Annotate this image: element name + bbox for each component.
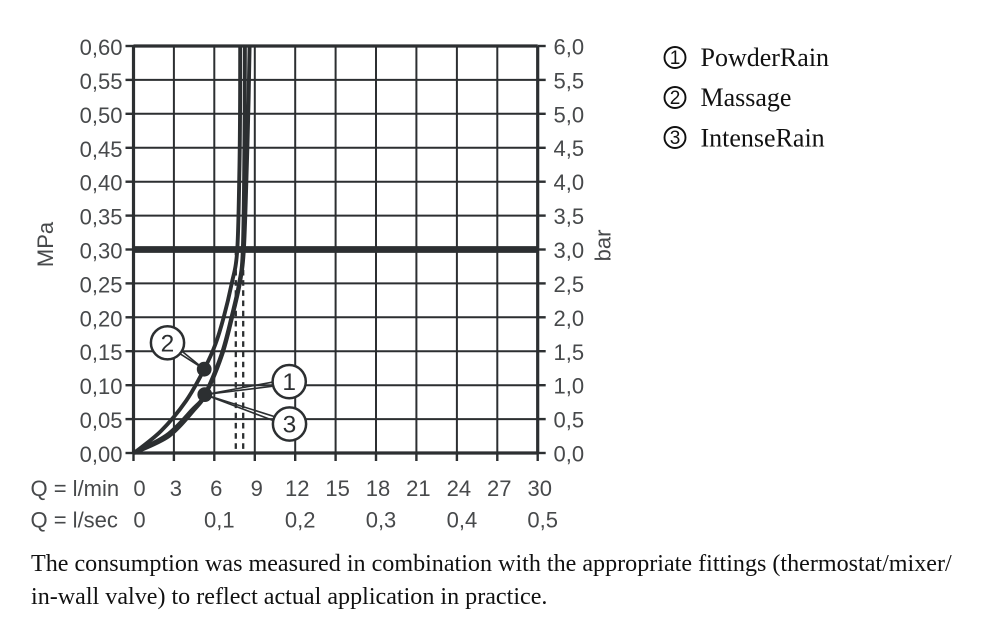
- svg-text:0: 0: [133, 476, 145, 501]
- svg-text:0,15: 0,15: [80, 340, 123, 365]
- svg-text:15: 15: [325, 476, 349, 501]
- svg-text:6,0: 6,0: [554, 35, 585, 60]
- svg-text:9: 9: [251, 476, 263, 501]
- svg-text:0,60: 0,60: [80, 35, 123, 60]
- svg-text:3: 3: [283, 412, 297, 439]
- svg-text:3: 3: [670, 128, 681, 149]
- svg-text:0,00: 0,00: [80, 442, 123, 467]
- svg-text:0: 0: [133, 508, 145, 533]
- svg-text:Massage: Massage: [701, 83, 792, 112]
- svg-text:3: 3: [170, 476, 182, 501]
- svg-text:0,0: 0,0: [554, 442, 585, 467]
- svg-text:2: 2: [670, 88, 681, 109]
- svg-text:0,10: 0,10: [80, 374, 123, 399]
- svg-text:6: 6: [210, 476, 222, 501]
- svg-text:2: 2: [161, 330, 175, 357]
- svg-text:0,1: 0,1: [204, 508, 235, 533]
- svg-text:Q = l/sec: Q = l/sec: [31, 508, 118, 533]
- svg-text:0,55: 0,55: [80, 69, 123, 94]
- svg-text:1,5: 1,5: [554, 340, 585, 365]
- svg-text:1,0: 1,0: [554, 374, 585, 399]
- svg-text:18: 18: [366, 476, 390, 501]
- svg-text:4,5: 4,5: [554, 136, 585, 161]
- svg-text:0,3: 0,3: [366, 508, 397, 533]
- svg-text:24: 24: [447, 476, 471, 501]
- svg-text:IntenseRain: IntenseRain: [701, 123, 825, 152]
- svg-text:3,5: 3,5: [554, 204, 585, 229]
- svg-text:2,5: 2,5: [554, 272, 585, 297]
- svg-text:0,40: 0,40: [80, 171, 123, 196]
- svg-text:1: 1: [282, 369, 296, 396]
- svg-text:Q = l/min: Q = l/min: [31, 476, 120, 501]
- svg-text:30: 30: [527, 476, 551, 501]
- svg-text:3,0: 3,0: [554, 238, 585, 263]
- svg-text:12: 12: [285, 476, 309, 501]
- svg-text:0,5: 0,5: [554, 408, 585, 433]
- svg-text:0,20: 0,20: [80, 306, 123, 331]
- svg-text:bar: bar: [591, 230, 616, 262]
- svg-text:5,5: 5,5: [554, 68, 585, 93]
- svg-text:0,30: 0,30: [80, 239, 123, 264]
- svg-text:0,50: 0,50: [80, 103, 123, 128]
- svg-text:MPa: MPa: [33, 221, 58, 267]
- svg-text:0,05: 0,05: [80, 408, 123, 433]
- svg-text:27: 27: [487, 476, 511, 501]
- svg-text:1: 1: [670, 48, 681, 69]
- svg-text:4,0: 4,0: [554, 170, 585, 195]
- svg-text:0,25: 0,25: [80, 272, 123, 297]
- svg-text:0,45: 0,45: [80, 137, 123, 162]
- svg-text:0,5: 0,5: [527, 508, 558, 533]
- svg-text:5,0: 5,0: [554, 102, 585, 127]
- svg-text:0,35: 0,35: [80, 205, 123, 230]
- svg-text:0,4: 0,4: [447, 508, 478, 533]
- svg-text:PowderRain: PowderRain: [701, 43, 830, 72]
- svg-text:21: 21: [406, 476, 430, 501]
- svg-text:2,0: 2,0: [554, 306, 585, 331]
- svg-text:0,2: 0,2: [285, 508, 316, 533]
